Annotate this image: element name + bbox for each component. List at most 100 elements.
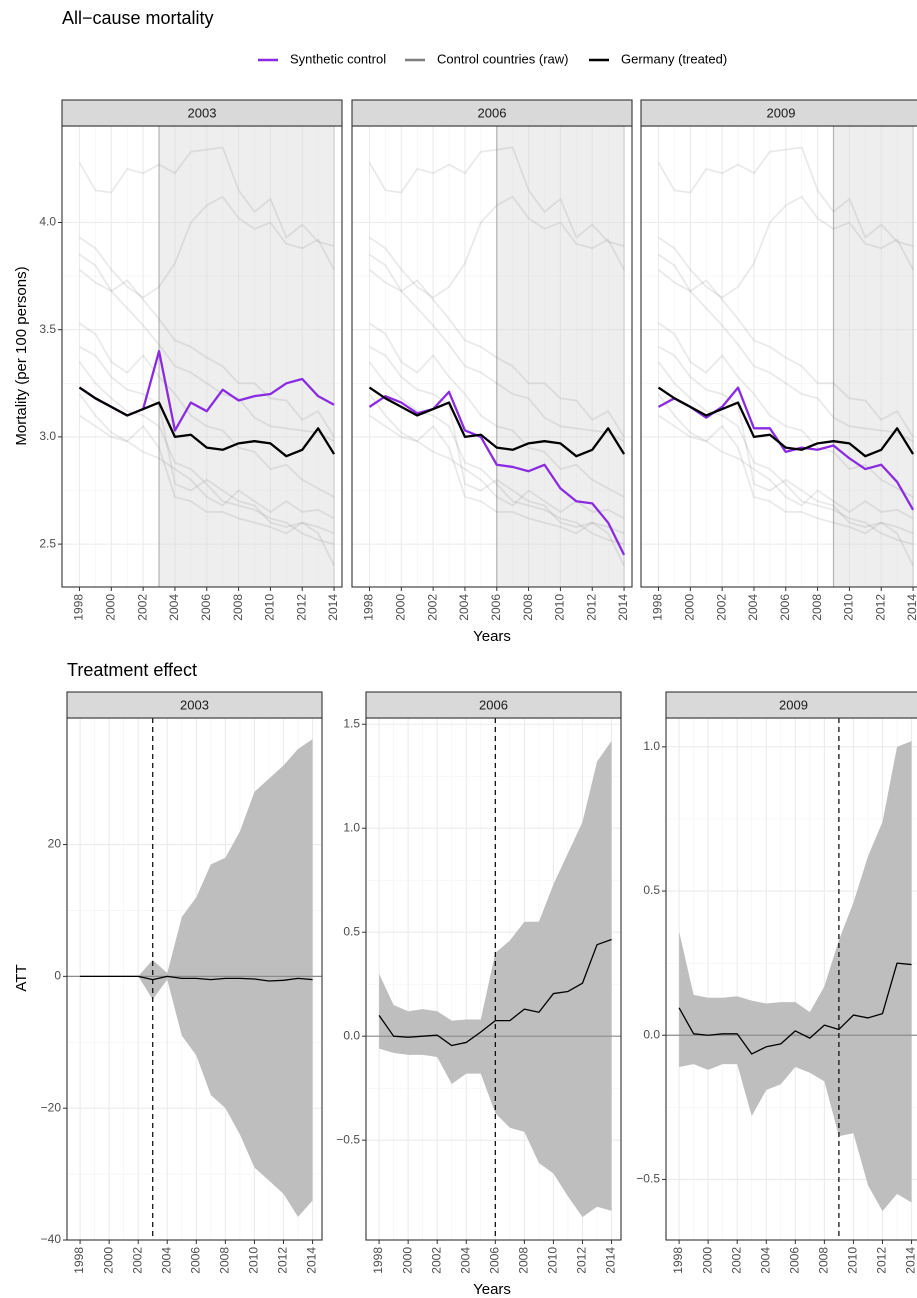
x-tick-label: 1998 — [371, 1247, 385, 1274]
x-tick-label: 2012 — [294, 594, 308, 621]
x-tick-label: 1998 — [671, 1247, 685, 1274]
x-tick-label: 2006 — [188, 1247, 202, 1274]
control-line — [78, 146, 335, 247]
x-tick-label: 2004 — [457, 594, 471, 621]
control-line — [78, 414, 335, 520]
x-tick-label: 2004 — [159, 1247, 173, 1274]
control-line — [657, 268, 914, 442]
control-line — [78, 268, 335, 442]
control-line — [368, 414, 625, 520]
x-tick-label: 2000 — [700, 1247, 714, 1274]
x-tick-label: 2012 — [276, 1247, 290, 1274]
y-tick-label: 1.0 — [343, 820, 360, 834]
treatment-period — [496, 126, 625, 587]
x-tick-label: 2002 — [425, 594, 439, 621]
x-tick-label: 2002 — [714, 594, 728, 621]
control-line — [78, 195, 335, 299]
x-tick-label: 2006 — [787, 1247, 801, 1274]
control-line — [657, 361, 914, 545]
control-line — [657, 414, 914, 520]
y-axis-label: ATT — [13, 964, 30, 991]
x-tick-label: 2002 — [429, 1247, 443, 1274]
strip — [665, 691, 917, 719]
x-tick-label: 2014 — [604, 1247, 618, 1274]
att-line — [678, 962, 912, 1055]
y-tick-label: 0.5 — [343, 924, 360, 938]
treated-line — [657, 386, 915, 458]
x-tick-label: 2002 — [729, 1247, 743, 1274]
x-tick-label: 2012 — [575, 1247, 589, 1274]
y-tick-label: −40 — [41, 1232, 62, 1246]
treated-line — [368, 386, 626, 458]
att-line — [378, 938, 612, 1047]
strip-label: 2003 — [180, 697, 209, 712]
treatment-period — [159, 126, 335, 587]
x-tick-label: 2014 — [305, 1247, 319, 1274]
x-tick-label: 2012 — [873, 594, 887, 621]
x-tick-label: 2000 — [101, 1247, 115, 1274]
control-line — [657, 253, 914, 438]
x-tick-label: 2014 — [904, 1247, 917, 1274]
x-tick-label: 2014 — [326, 594, 340, 621]
x-tick-label: 2006 — [487, 1247, 501, 1274]
panel-background — [62, 126, 342, 587]
x-tick-label: 2010 — [546, 1247, 560, 1274]
att-line — [80, 975, 313, 982]
effects-title: Treatment effect — [67, 660, 197, 680]
control-line — [657, 146, 914, 247]
control-line — [657, 322, 914, 498]
control-line — [79, 346, 335, 566]
x-tick-label: 2010 — [247, 1247, 261, 1274]
control-line — [368, 195, 625, 299]
y-tick-label: 2.5 — [39, 536, 56, 550]
control-line — [78, 393, 335, 535]
control-line — [369, 346, 625, 566]
panel — [352, 126, 632, 587]
control-line — [78, 253, 335, 438]
control-line — [368, 253, 625, 438]
x-tick-label: 2010 — [842, 594, 856, 621]
panel — [366, 718, 621, 1240]
strip-label: 2006 — [479, 697, 508, 712]
y-tick-label: 0.0 — [343, 1028, 360, 1042]
panel — [641, 126, 917, 587]
strip-label: 2006 — [478, 105, 507, 120]
x-tick-label: 2000 — [393, 594, 407, 621]
x-tick-label: 2014 — [616, 594, 630, 621]
y-tick-label: 1.5 — [343, 716, 360, 730]
x-tick-label: 2008 — [231, 594, 245, 621]
x-tick-label: 2008 — [218, 1247, 232, 1274]
legend-label: Synthetic control — [290, 51, 386, 66]
x-tick-label: 2008 — [817, 1247, 831, 1274]
x-tick-label: 2002 — [135, 594, 149, 621]
strip — [66, 691, 323, 719]
x-tick-label: 1998 — [362, 594, 376, 621]
x-tick-label: 2010 — [846, 1247, 860, 1274]
x-tick-label: 2006 — [778, 594, 792, 621]
strip — [351, 99, 633, 127]
treatment-period — [833, 126, 914, 587]
x-tick-label: 2008 — [517, 1247, 531, 1274]
x-tick-label: 2008 — [810, 594, 824, 621]
y-tick-label: 4.0 — [39, 215, 56, 229]
control-line — [657, 195, 914, 299]
y-tick-label: 0.0 — [643, 1027, 660, 1041]
x-tick-label: 2004 — [746, 594, 760, 621]
x-tick-label: 1998 — [651, 594, 665, 621]
x-tick-label: 2004 — [758, 1247, 772, 1274]
x-tick-label: 2006 — [199, 594, 213, 621]
legend-label: Control countries (raw) — [437, 51, 569, 66]
synthetic-line — [657, 386, 915, 511]
x-tick-label: 2000 — [682, 594, 696, 621]
y-axis-label: Mortality (per 100 persons) — [13, 266, 30, 445]
x-tick-label: 2010 — [553, 594, 567, 621]
x-tick-label: 1998 — [72, 594, 86, 621]
y-tick-label: 1.0 — [643, 739, 660, 753]
control-line — [368, 268, 625, 442]
y-tick-label: −0.5 — [636, 1172, 660, 1186]
panel — [67, 718, 322, 1240]
figure-title: All−cause mortality — [62, 8, 214, 28]
control-line — [78, 361, 335, 545]
strip — [640, 99, 917, 127]
